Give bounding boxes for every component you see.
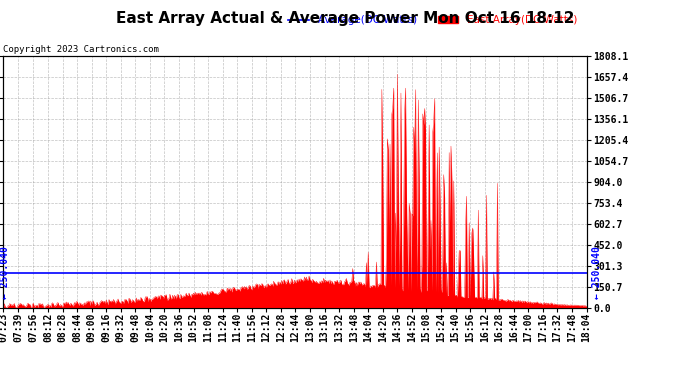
Text: ← 250.040: ← 250.040 [0,246,10,299]
Text: East Array Actual & Average Power Mon Oct 16 18:12: East Array Actual & Average Power Mon Oc… [116,11,574,26]
Legend: Average(DC Watts), East Array(DC Watts): Average(DC Watts), East Array(DC Watts) [284,11,581,30]
Text: ← 250.040: ← 250.040 [0,246,1,299]
Text: ← 250.040: ← 250.040 [592,246,602,299]
Text: Copyright 2023 Cartronics.com: Copyright 2023 Cartronics.com [3,45,159,54]
